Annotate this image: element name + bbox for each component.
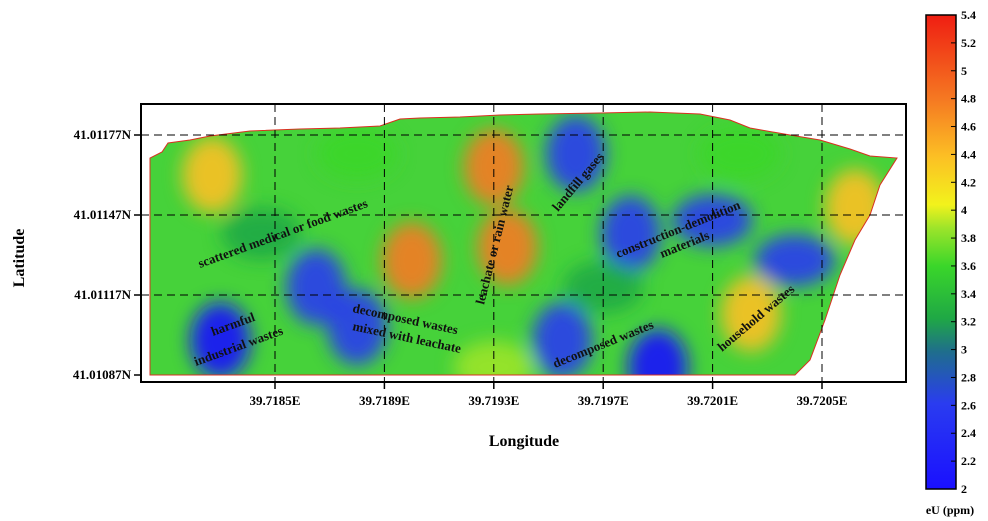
contour-hotspot: [627, 329, 688, 375]
colorbar-tick-label: 4.8: [961, 92, 976, 106]
colorbar-tick-label: 4.6: [961, 120, 976, 134]
colorbar-tick-label: 4: [961, 203, 967, 217]
survey-boundary: [149, 111, 898, 376]
x-axis-title: Longitude: [489, 433, 559, 450]
x-tick-label: 39.7193E: [468, 393, 519, 408]
x-tick-label: 39.7185E: [250, 393, 301, 408]
contour-hotspot: [221, 207, 302, 260]
colorbar-tick-label: 3.6: [961, 259, 976, 273]
contour-hotspot: [463, 129, 524, 205]
contour-hotspot: [317, 127, 398, 180]
x-axis-ticks: 39.7185E 39.7189E 39.7193E 39.7197E 39.7201E…: [250, 382, 848, 408]
contour-hotspot: [327, 289, 388, 365]
contour-hotspot: [672, 194, 753, 247]
y-axis-title: Latitude: [11, 229, 28, 288]
colorbar-unit-label: eU (ppm): [926, 503, 974, 517]
colorbar-tick-label: 2.6: [961, 398, 976, 412]
colorbar-gradient: [925, 14, 957, 490]
y-tick-label: 41.01117N: [74, 287, 131, 302]
y-tick-label: 41.01177N: [74, 127, 132, 142]
colorbar-tick-label: 2.4: [961, 426, 976, 440]
colorbar-tick-label: 3.8: [961, 231, 976, 245]
contour-hotspot: [381, 222, 442, 299]
contour-hotspot: [754, 234, 835, 287]
contour-hotspot: [532, 302, 593, 375]
colorbar-tick-label: 3.4: [961, 287, 976, 301]
contour-hotspot: [286, 249, 347, 325]
colorbar-tick-label: 2.2: [961, 454, 976, 468]
contour-hotspot: [182, 137, 243, 213]
colorbar-tick-label: 4.2: [961, 175, 976, 189]
colorbar: 5.4 5.2 5 4.8 4.6 4.4 4.2 4 3.8 3.6 3.4 3.2 3 2.8 2.6 2…: [925, 8, 976, 517]
x-tick-label: 39.7197E: [578, 393, 629, 408]
colorbar-tick-label: 3.2: [961, 315, 976, 329]
colorbar-tick-label: 3: [961, 343, 967, 357]
contour-hotspot: [190, 302, 251, 375]
contour-surface: [150, 112, 897, 375]
colorbar-tick-label: 5: [961, 64, 967, 78]
colorbar-tick-label: 4.4: [961, 147, 976, 161]
x-tick-label: 39.7201E: [687, 393, 738, 408]
colorbar-ticks: 5.4 5.2 5 4.8 4.6 4.4 4.2 4 3.8 3.6 3.4 3.2 3 2.8 2.6 2…: [951, 8, 976, 496]
contour-hotspot: [699, 127, 780, 180]
y-axis-ticks: 41.01177N 41.01147N 41.01117N 41.01087N: [73, 127, 141, 382]
grid-lines: [141, 104, 906, 382]
y-tick-label: 41.01087N: [73, 367, 132, 382]
x-tick-label: 39.7189E: [359, 393, 410, 408]
colorbar-tick-label: 5.2: [961, 36, 976, 50]
y-tick-label: 41.01147N: [74, 207, 132, 222]
contour-hotspot: [477, 209, 538, 285]
colorbar-tick-label: 2: [961, 482, 967, 496]
colorbar-tick-label: 5.4: [961, 8, 976, 22]
colorbar-tick-label: 2.8: [961, 370, 976, 384]
x-tick-label: 39.7205E: [797, 393, 848, 408]
